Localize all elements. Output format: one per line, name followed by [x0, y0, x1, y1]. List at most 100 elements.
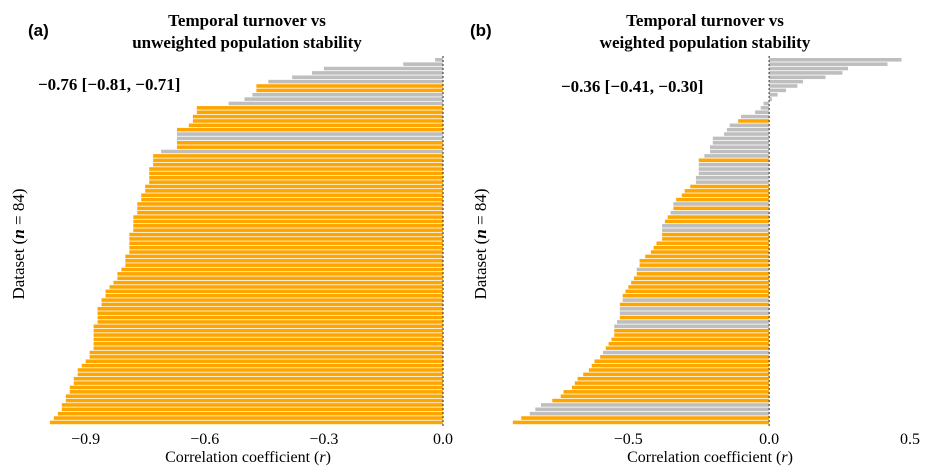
bar-dataset-76 — [69, 385, 443, 390]
bar-dataset-18 — [176, 132, 443, 136]
bar-dataset-54 — [625, 289, 770, 294]
bar-dataset-34 — [673, 202, 770, 206]
x-tick-label: −0.6 — [190, 431, 219, 448]
bar-dataset-31 — [145, 189, 443, 193]
bar-dataset-6 — [268, 79, 443, 84]
bar-dataset-13 — [196, 110, 443, 115]
bar-dataset-59 — [97, 311, 443, 315]
bar-dataset-18 — [724, 132, 770, 136]
bar-dataset-37 — [133, 215, 444, 219]
bar-dataset-83 — [521, 416, 770, 420]
bar-dataset-44 — [129, 245, 443, 250]
bar-dataset-69 — [600, 355, 770, 359]
bar-dataset-61 — [97, 320, 443, 324]
bar-dataset-73 — [77, 372, 444, 377]
bar-dataset-23 — [153, 154, 443, 158]
bar-dataset-17 — [176, 127, 443, 132]
bar-dataset-57 — [619, 302, 770, 307]
bar-dataset-9 — [769, 92, 778, 97]
bar-dataset-16 — [729, 123, 770, 128]
bar-dataset-71 — [81, 363, 444, 368]
bar-dataset-66 — [93, 341, 443, 346]
bar-dataset-69 — [89, 355, 444, 359]
bar-dataset-45 — [129, 250, 443, 254]
bar-dataset-33 — [676, 197, 770, 202]
panel-a-title-line-1: Temporal turnover vs — [168, 11, 326, 30]
bar-dataset-29 — [695, 180, 770, 184]
bar-dataset-7 — [256, 84, 443, 88]
bar-dataset-50 — [117, 272, 443, 276]
bar-dataset-70 — [85, 359, 444, 364]
bar-dataset-14 — [192, 114, 443, 119]
bar-dataset-13 — [755, 110, 770, 115]
bar-dataset-34 — [137, 202, 443, 206]
bar-dataset-5 — [769, 75, 826, 80]
bar-dataset-27 — [149, 171, 443, 176]
bar-dataset-11 — [763, 101, 770, 106]
bar-dataset-33 — [141, 197, 444, 202]
bar-dataset-62 — [614, 324, 770, 329]
bar-dataset-55 — [622, 293, 770, 298]
bar-dataset-75 — [574, 381, 770, 385]
bar-dataset-57 — [101, 302, 443, 307]
bar-dataset-17 — [726, 127, 770, 132]
bar-dataset-65 — [611, 337, 770, 342]
bar-dataset-25 — [153, 162, 443, 167]
bar-dataset-28 — [695, 175, 770, 180]
bar-dataset-28 — [149, 175, 443, 180]
bar-dataset-82 — [529, 411, 770, 416]
bar-dataset-21 — [710, 145, 770, 149]
bar-dataset-64 — [614, 333, 770, 337]
bar-dataset-48 — [125, 263, 443, 267]
bar-dataset-42 — [662, 237, 770, 241]
bar-dataset-47 — [639, 258, 770, 263]
bar-dataset-1 — [769, 58, 902, 62]
panel-b-label: (b) — [470, 21, 492, 40]
panel-a-bars — [49, 58, 444, 425]
panel-b-correlation-summary: −0.36 [−0.41, −0.30] — [561, 77, 703, 96]
bar-dataset-78 — [560, 394, 770, 398]
bar-dataset-71 — [591, 363, 770, 368]
bar-dataset-58 — [619, 307, 770, 311]
bar-dataset-49 — [121, 267, 443, 272]
bar-dataset-48 — [639, 263, 770, 267]
bar-dataset-50 — [636, 272, 770, 276]
bar-dataset-74 — [73, 376, 444, 381]
bar-dataset-22 — [161, 149, 443, 154]
bar-dataset-14 — [740, 114, 770, 119]
bar-dataset-68 — [602, 350, 770, 355]
bar-dataset-10 — [244, 97, 443, 101]
bar-dataset-72 — [588, 368, 770, 372]
bar-dataset-61 — [617, 320, 770, 324]
panel-a-y-axis-label: Dataset (n = 84) — [9, 188, 28, 299]
panel-b-x-axis-label: Correlation coefficient (r) — [627, 449, 793, 466]
bar-dataset-67 — [93, 346, 443, 350]
bar-dataset-3 — [323, 66, 443, 71]
bar-dataset-53 — [628, 285, 770, 289]
bar-dataset-70 — [594, 359, 770, 364]
bar-dataset-22 — [710, 149, 770, 154]
bar-dataset-53 — [109, 285, 443, 289]
bar-dataset-38 — [664, 219, 770, 224]
bar-dataset-25 — [698, 162, 770, 167]
panel-a-x-axis-label: Correlation coefficient (r) — [165, 449, 331, 466]
x-tick-label: 0.0 — [759, 431, 779, 448]
bar-dataset-16 — [188, 123, 443, 128]
bar-dataset-37 — [667, 215, 770, 219]
bar-dataset-39 — [133, 224, 444, 228]
bar-dataset-54 — [105, 289, 443, 294]
bar-dataset-29 — [149, 180, 443, 184]
x-tick-label: 0.5 — [900, 431, 920, 448]
bar-dataset-52 — [113, 280, 443, 285]
panel-b-title-line-1: Temporal turnover vs — [626, 11, 784, 30]
bar-dataset-2 — [769, 62, 888, 66]
bar-dataset-24 — [698, 158, 770, 163]
panel-a-x-ticks: −0.9 −0.6 −0.3 0.0 — [71, 431, 453, 448]
bar-dataset-44 — [653, 245, 770, 250]
bar-dataset-12 — [196, 106, 443, 110]
bar-dataset-75 — [73, 381, 444, 385]
bar-dataset-64 — [93, 333, 443, 337]
bar-dataset-56 — [622, 298, 770, 302]
bar-dataset-49 — [636, 267, 770, 272]
